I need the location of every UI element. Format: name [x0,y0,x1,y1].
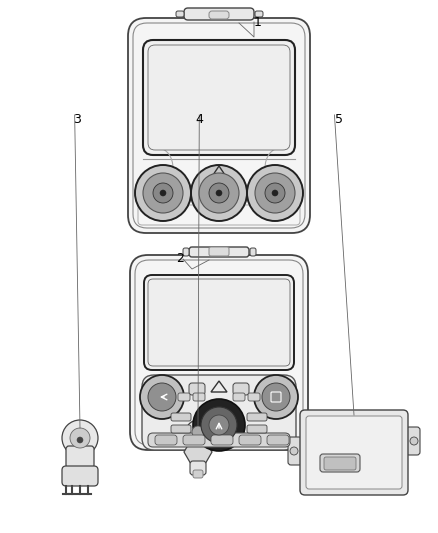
Circle shape [272,190,278,196]
Circle shape [255,173,295,213]
FancyBboxPatch shape [171,425,191,433]
Circle shape [148,383,176,411]
FancyBboxPatch shape [255,11,263,17]
FancyBboxPatch shape [320,454,360,472]
FancyBboxPatch shape [306,416,402,489]
FancyBboxPatch shape [247,413,267,421]
FancyBboxPatch shape [143,40,295,155]
FancyBboxPatch shape [267,435,289,445]
Text: 3: 3 [73,114,81,126]
FancyBboxPatch shape [148,279,290,366]
FancyBboxPatch shape [178,393,190,401]
Circle shape [265,183,285,203]
Text: 2: 2 [176,253,184,265]
FancyBboxPatch shape [128,18,310,233]
Circle shape [262,383,290,411]
Circle shape [192,426,204,438]
Circle shape [160,190,166,196]
FancyBboxPatch shape [239,435,261,445]
Circle shape [209,415,229,435]
FancyBboxPatch shape [233,383,249,395]
Circle shape [186,420,210,444]
FancyBboxPatch shape [324,457,356,470]
FancyBboxPatch shape [155,435,177,445]
FancyBboxPatch shape [183,248,189,256]
FancyBboxPatch shape [193,470,203,478]
FancyBboxPatch shape [183,435,205,445]
FancyBboxPatch shape [144,275,294,370]
FancyBboxPatch shape [62,466,98,486]
FancyBboxPatch shape [209,11,229,19]
FancyBboxPatch shape [250,248,256,256]
Circle shape [193,399,245,451]
Circle shape [191,165,247,221]
FancyBboxPatch shape [209,247,229,256]
Polygon shape [184,440,212,464]
Circle shape [153,183,173,203]
FancyBboxPatch shape [148,433,290,447]
Text: 5: 5 [336,114,343,126]
FancyBboxPatch shape [176,11,184,17]
FancyBboxPatch shape [184,8,254,20]
FancyBboxPatch shape [406,427,420,455]
FancyBboxPatch shape [189,383,205,395]
Circle shape [77,437,83,443]
FancyBboxPatch shape [288,437,302,465]
FancyBboxPatch shape [248,393,260,401]
Circle shape [290,447,298,455]
FancyBboxPatch shape [130,255,308,450]
FancyBboxPatch shape [233,393,245,401]
Text: 4: 4 [195,114,203,126]
Circle shape [143,173,183,213]
FancyBboxPatch shape [211,435,233,445]
Circle shape [201,407,237,443]
Circle shape [216,190,222,196]
FancyBboxPatch shape [142,375,296,450]
FancyBboxPatch shape [148,45,290,150]
Circle shape [199,173,239,213]
FancyBboxPatch shape [193,393,205,401]
FancyBboxPatch shape [190,461,206,475]
Circle shape [410,437,418,445]
Circle shape [247,165,303,221]
Circle shape [254,375,298,419]
Circle shape [70,428,90,448]
FancyBboxPatch shape [247,425,267,433]
Circle shape [209,183,229,203]
FancyBboxPatch shape [66,446,94,468]
Text: 1: 1 [254,15,262,28]
FancyBboxPatch shape [300,410,408,495]
Circle shape [135,165,191,221]
Circle shape [140,375,184,419]
FancyBboxPatch shape [189,247,249,257]
FancyBboxPatch shape [171,413,191,421]
Circle shape [62,420,98,456]
